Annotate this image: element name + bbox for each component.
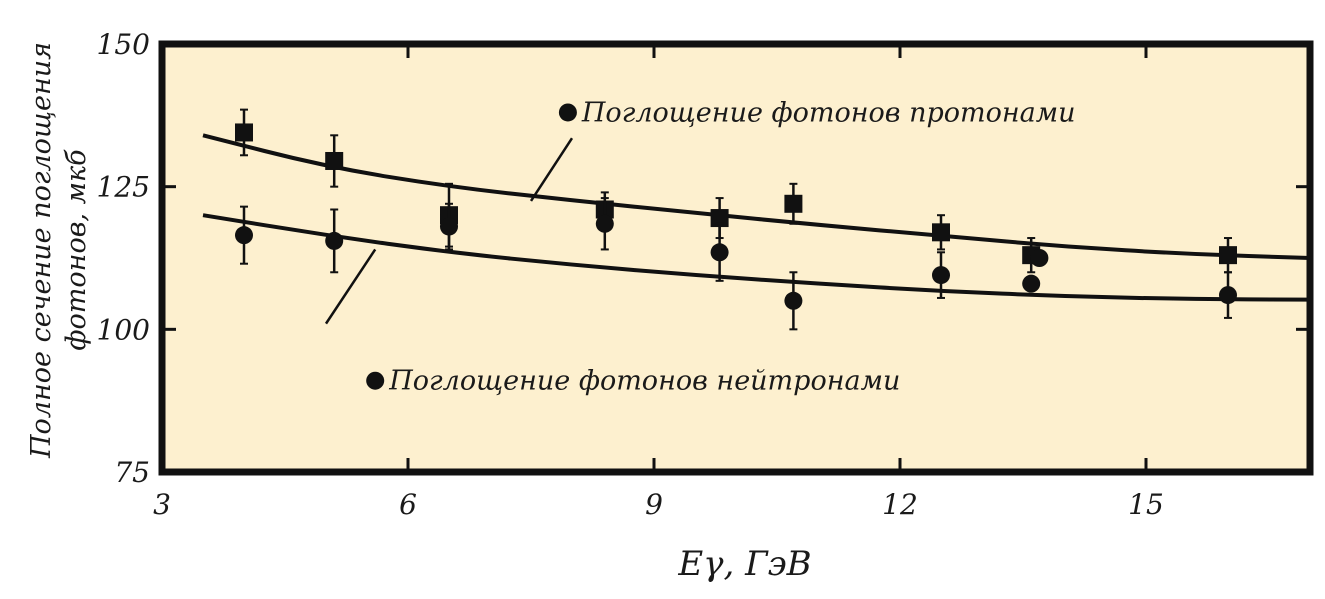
y-axis-title-line-2: фотонов, мкб [61,149,92,351]
data-point-circle [932,266,950,285]
y-tick-label: 150 [97,28,150,61]
y-ticks: 75 100 125 150 [97,28,1310,489]
data-point-circle [595,214,614,233]
fit-curve-protons [202,133,1311,261]
data-point-circle [784,291,803,310]
data-point-square [710,209,729,228]
data-point-square [784,194,803,213]
data-points [235,108,1237,331]
x-tick-label: 15 [1128,488,1164,521]
x-tick-label: 3 [153,488,171,521]
data-point-square [932,223,950,242]
y-tick-label: 100 [97,313,150,346]
x-tick-label: 6 [399,488,417,521]
plot-area [158,40,1314,476]
data-point-circle [1219,286,1237,305]
legend-marker [558,103,577,122]
data-point-circle [235,226,253,245]
fit-curves [202,133,1311,302]
y-tick-label: 125 [97,171,150,204]
legend-pointer [324,248,377,325]
x-tick-label: 9 [645,488,663,521]
data-point-circle [710,243,729,262]
y-tick-label: 75 [114,456,150,489]
x-tick-label: 12 [882,488,918,521]
data-point-square [235,123,253,142]
legend-label: Поглощение фотонов нейтронами [388,366,900,397]
data-point-circle [440,217,458,236]
data-point-circle [325,231,344,250]
data-point-circle [1022,274,1041,293]
legend: Поглощение фотонов протонами Поглощение ф… [324,97,1076,397]
data-point-circle [1030,249,1049,267]
legend-label: Поглощение фотонов протонами [581,97,1076,128]
x-axis-title: Eγ, ГэВ [677,544,811,584]
plot-background [162,44,1310,472]
fit-curve-neutrons [202,213,1311,302]
legend-pointer [529,137,574,202]
x-ticks: 3 6 9 12 15 [153,44,1164,521]
legend-marker [366,371,385,390]
y-axis-title-line-1: Полное сечение поглощения [26,42,57,459]
data-point-square [1219,246,1237,265]
data-point-square [325,151,344,170]
